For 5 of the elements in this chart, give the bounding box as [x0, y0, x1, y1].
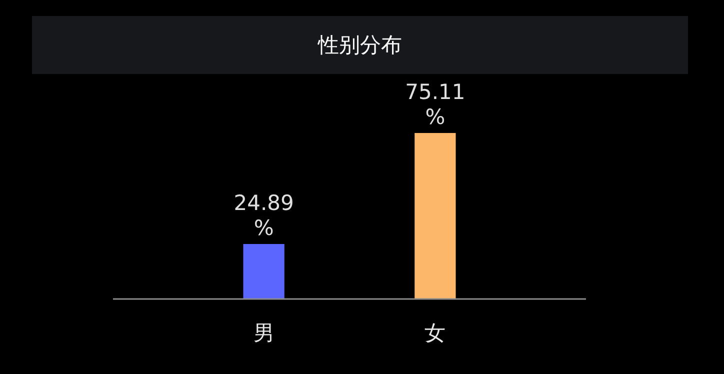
x-tick-label: 女 — [424, 321, 446, 345]
chart-title: 性别分布 — [317, 33, 402, 57]
data-label: 24.89% — [234, 190, 294, 240]
x-tick-label: 男 — [253, 321, 274, 345]
data-label: 75.11% — [405, 80, 466, 129]
